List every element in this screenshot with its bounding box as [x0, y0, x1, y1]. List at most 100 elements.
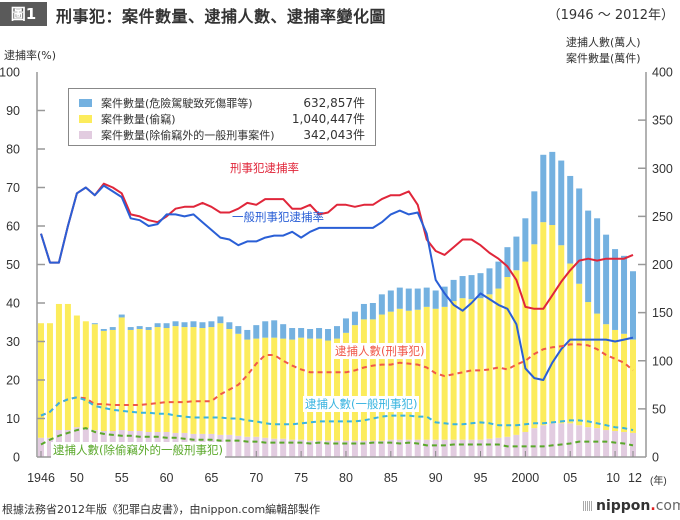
logo-dot: .	[650, 498, 656, 514]
bar-segment-0-1970	[253, 436, 260, 457]
bar-segment-2-1956	[127, 327, 134, 330]
bar-segment-2-1959	[154, 323, 161, 328]
bar-segment-2-1954	[109, 327, 116, 330]
y-right-tick-label: 50	[652, 402, 666, 416]
bar-segment-0-1973	[280, 438, 287, 457]
bar-segment-2-1976	[307, 328, 314, 339]
bar-segment-2-1990	[432, 290, 439, 309]
bar-segment-1-1998	[504, 277, 511, 437]
legend-label: 案件數量(偷竊)	[101, 113, 176, 126]
bar-segment-1-1993	[459, 298, 466, 440]
bar-segment-1-2000	[522, 261, 529, 432]
bar-segment-1-1949	[64, 303, 71, 431]
bar-segment-1-1983	[369, 319, 376, 441]
y-left-tick-label: 50	[6, 258, 20, 272]
bar-segment-1-1957	[136, 328, 143, 432]
bar-segment-1-1992	[450, 301, 457, 440]
bar-segment-1-1976	[307, 338, 314, 441]
nippon-logo: nippon.com	[583, 498, 680, 514]
bar-segment-0-1977	[316, 440, 323, 457]
annotation-criminal-arrest-rate: 刑事犯逮捕率	[230, 161, 299, 175]
bar-segment-1-1986	[396, 308, 403, 440]
bar-segment-2-2007	[585, 210, 592, 303]
bar-segment-1-2012	[630, 339, 636, 433]
y-right-tick-label: 0	[652, 451, 659, 465]
logo-bars-icon	[583, 501, 592, 511]
bar-segment-2-1994	[468, 275, 475, 300]
bar-segment-2-1969	[244, 329, 251, 340]
bar-segment-2-2011	[621, 255, 628, 334]
bar-segment-2-2009	[603, 234, 610, 325]
bar-segment-1-1977	[316, 338, 323, 441]
x-axis-label: (年)	[650, 474, 667, 487]
bar-segment-2-2012	[630, 271, 636, 340]
bar-segment-0-2002	[540, 425, 547, 457]
chart-title: 刑事犯：案件數量、逮捕人數、逮捕率變化圖	[56, 7, 387, 26]
bar-segment-0-1997	[495, 437, 502, 457]
y-right-tick-label: 200	[652, 258, 673, 272]
bar-segment-1-1963	[190, 327, 197, 434]
bar-segment-1-2003	[549, 225, 556, 424]
bar-segment-1-1974	[289, 339, 296, 440]
bar-segment-2-1971	[262, 321, 269, 338]
lines-group	[40, 182, 634, 448]
bar-segment-1-1989	[423, 306, 430, 440]
line-series-1	[40, 184, 634, 381]
bar-segment-1-1979	[334, 338, 340, 441]
bar-segment-2-1988	[414, 288, 421, 310]
bar-segment-1-1960	[163, 328, 170, 432]
bar-segment-2-1973	[280, 324, 287, 339]
bar-segment-2-1962	[181, 322, 188, 328]
bar-segment-2-1986	[396, 287, 403, 309]
legend-value: 342,043件	[303, 128, 365, 142]
bar-segment-0-1990	[432, 439, 439, 457]
bar-segment-1-1956	[127, 329, 134, 432]
bar-segment-1-1953	[100, 330, 107, 432]
bar-segment-2-2006	[576, 188, 583, 284]
bar-segment-0-1984	[378, 440, 385, 457]
y-left-tick-label: 20	[6, 374, 20, 388]
y-left-tick-label: 80	[6, 143, 20, 157]
bar-segment-1-1962	[181, 327, 188, 433]
x-tick-label: 12	[628, 471, 642, 485]
bar-segment-2-1980	[342, 318, 349, 333]
bar-segment-2-1964	[199, 322, 206, 329]
legend: 案件數量(危險駕駛致死傷罪等) 632,857件 案件數量(偷竊) 1,040,…	[68, 88, 376, 146]
bar-segment-1-1987	[405, 310, 412, 440]
bar-segment-0-1947	[46, 437, 53, 457]
bar-segment-0-1986	[396, 439, 403, 457]
bar-segment-0-1974	[289, 439, 296, 457]
x-tick-label: 1946	[27, 471, 55, 485]
bar-segment-2-1987	[405, 288, 412, 311]
bar-segment-1-1994	[468, 299, 475, 440]
legend-item-dangerous-driving: 案件數量(危險駕駛致死傷罪等) 632,857件	[79, 94, 369, 111]
y-right-tick-label: 400	[652, 66, 673, 80]
bar-segment-2-1965	[208, 321, 215, 328]
bar-segment-0-1976	[307, 440, 314, 457]
bar-segment-2-1966	[217, 316, 224, 324]
bar-segment-0-1983	[369, 440, 376, 457]
bar-segment-2-1961	[172, 321, 179, 327]
bar-segment-1-1948	[55, 303, 62, 431]
annotation-arrests-criminal: 逮捕人數(刑事犯)	[333, 343, 427, 359]
bar-segment-2-1993	[459, 276, 466, 299]
bar-segment-1-1965	[208, 327, 215, 434]
y-right-tick-label: 100	[652, 354, 673, 368]
x-tick-label: 2000	[511, 471, 539, 485]
bar-segment-2-1981	[351, 311, 358, 326]
x-tick-label: 85	[384, 471, 398, 485]
bar-segment-2-1995	[477, 273, 484, 299]
x-tick-label: 10	[606, 471, 620, 485]
bar-segment-2-1996	[486, 268, 493, 295]
x-tick-label: 70	[249, 471, 263, 485]
bar-segment-1-1958	[145, 329, 152, 432]
bar-segment-2-1955	[118, 314, 125, 318]
bar-segment-2-2004	[558, 160, 565, 246]
bar-segment-2-2002	[540, 154, 547, 223]
bar-segment-0-2009	[603, 430, 610, 457]
bar-segment-1-1947	[46, 323, 53, 438]
y-right-tick-label: 150	[652, 306, 673, 320]
bar-segment-1-2010	[612, 329, 619, 432]
logo-text: nippon	[596, 498, 651, 514]
